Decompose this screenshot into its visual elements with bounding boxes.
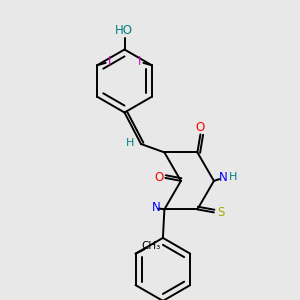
Text: I: I — [108, 55, 112, 68]
Text: O: O — [196, 121, 205, 134]
Text: S: S — [217, 206, 224, 219]
Text: N: N — [152, 201, 160, 214]
Text: H: H — [125, 137, 134, 148]
Text: O: O — [154, 171, 163, 184]
Text: I: I — [137, 55, 141, 68]
Text: HO: HO — [115, 24, 133, 38]
Text: CH₃: CH₃ — [142, 241, 161, 251]
Text: H: H — [229, 172, 238, 182]
Text: N: N — [218, 171, 227, 184]
